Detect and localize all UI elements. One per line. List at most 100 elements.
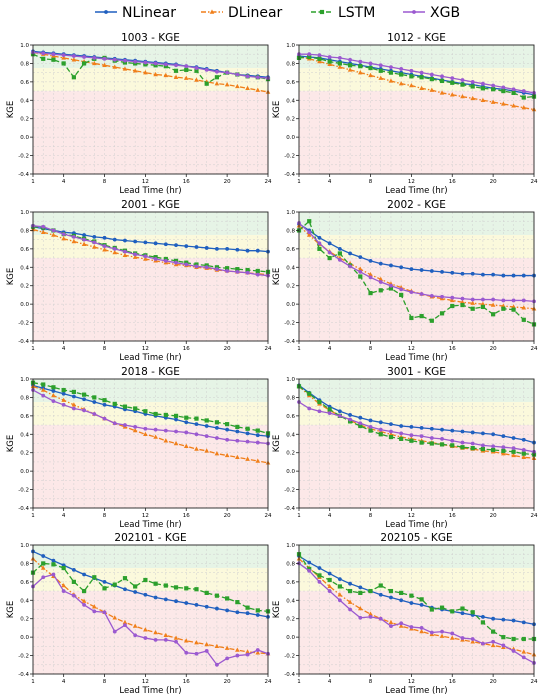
x-tick-label: 12 xyxy=(142,346,149,352)
data-point xyxy=(225,422,230,427)
data-point xyxy=(194,651,199,656)
data-point xyxy=(521,636,526,642)
data-point xyxy=(358,266,363,271)
data-point xyxy=(491,629,496,634)
data-point xyxy=(194,587,199,592)
data-point xyxy=(143,577,148,583)
data-point xyxy=(245,426,250,431)
data-point xyxy=(133,59,138,64)
data-point xyxy=(388,434,394,440)
kge-band-0 xyxy=(299,45,534,69)
x-tick-label: 1 xyxy=(31,346,35,352)
data-point xyxy=(511,90,516,96)
data-point xyxy=(409,82,414,88)
data-point xyxy=(491,87,496,92)
data-point xyxy=(317,235,322,240)
y-tick-label: 0.0 xyxy=(286,302,295,308)
data-point xyxy=(521,105,527,110)
data-point xyxy=(337,64,343,69)
series-line-dlinear xyxy=(32,51,269,93)
data-point xyxy=(450,438,455,443)
data-point xyxy=(184,650,189,655)
data-point xyxy=(41,56,46,61)
data-point xyxy=(133,406,138,411)
data-point xyxy=(511,273,516,278)
data-point xyxy=(174,639,178,644)
data-point xyxy=(245,85,250,91)
data-point xyxy=(327,589,332,593)
data-point xyxy=(409,74,414,79)
kge-band-2 xyxy=(33,425,268,508)
data-point xyxy=(194,602,199,607)
data-point xyxy=(92,240,97,245)
x-tick-label: 12 xyxy=(408,179,415,185)
data-point xyxy=(327,241,332,246)
data-point xyxy=(163,428,168,433)
data-point xyxy=(174,417,178,422)
data-point xyxy=(409,438,414,443)
data-point xyxy=(429,441,434,446)
chart-title: 202105 - KGE xyxy=(380,532,452,544)
data-point xyxy=(389,65,393,70)
data-point xyxy=(470,430,475,435)
data-point xyxy=(419,70,424,75)
data-point xyxy=(112,64,118,69)
y-tick-label: 0.6 xyxy=(286,80,295,86)
x-tick-label: 12 xyxy=(142,679,149,685)
data-point xyxy=(92,244,97,249)
data-point xyxy=(255,75,260,80)
data-point xyxy=(327,577,332,583)
y-tick-label: 1.0 xyxy=(286,543,295,549)
data-point xyxy=(235,454,240,460)
legend-marker xyxy=(412,10,416,14)
data-point xyxy=(440,74,444,79)
data-point xyxy=(521,437,526,442)
data-point xyxy=(429,436,434,440)
data-point xyxy=(122,404,128,409)
data-point xyxy=(409,601,414,605)
data-point xyxy=(81,61,87,66)
data-point xyxy=(399,598,404,603)
data-point xyxy=(501,635,506,640)
data-point xyxy=(204,590,209,596)
data-point xyxy=(348,417,352,422)
data-point xyxy=(480,97,486,102)
data-point xyxy=(245,652,250,657)
data-point xyxy=(92,575,97,580)
data-point xyxy=(153,581,158,586)
y-tick-label: 0.6 xyxy=(20,580,29,586)
data-point xyxy=(153,427,158,432)
data-point xyxy=(143,240,148,245)
data-point xyxy=(255,268,260,274)
data-point xyxy=(225,246,230,251)
data-point xyxy=(358,615,363,620)
data-point xyxy=(501,273,506,278)
data-point xyxy=(358,421,363,426)
series-lstm xyxy=(30,561,271,614)
data-point xyxy=(112,629,117,634)
y-tick-label: 0.4 xyxy=(286,432,295,438)
data-point xyxy=(347,63,353,68)
y-axis-label: KGE xyxy=(272,601,282,619)
x-tick-label: 1 xyxy=(297,346,301,352)
data-point xyxy=(71,406,76,411)
kge-band-1 xyxy=(33,402,268,426)
data-point xyxy=(378,583,383,588)
data-point xyxy=(71,394,76,399)
y-tick-label: 0.0 xyxy=(286,135,295,141)
data-point xyxy=(102,610,107,615)
kge-band-1 xyxy=(33,68,268,92)
data-point xyxy=(214,75,220,80)
data-point xyxy=(307,406,312,411)
data-point xyxy=(470,637,475,641)
data-point xyxy=(71,75,76,80)
data-point xyxy=(174,260,178,265)
data-point xyxy=(61,55,66,60)
data-point xyxy=(143,627,148,632)
y-tick-label: 0.2 xyxy=(286,617,295,623)
data-point xyxy=(440,436,444,441)
data-point xyxy=(245,456,250,461)
x-tick-label: 1 xyxy=(297,679,301,685)
x-tick-label: 4 xyxy=(62,513,66,519)
data-point xyxy=(399,436,404,441)
